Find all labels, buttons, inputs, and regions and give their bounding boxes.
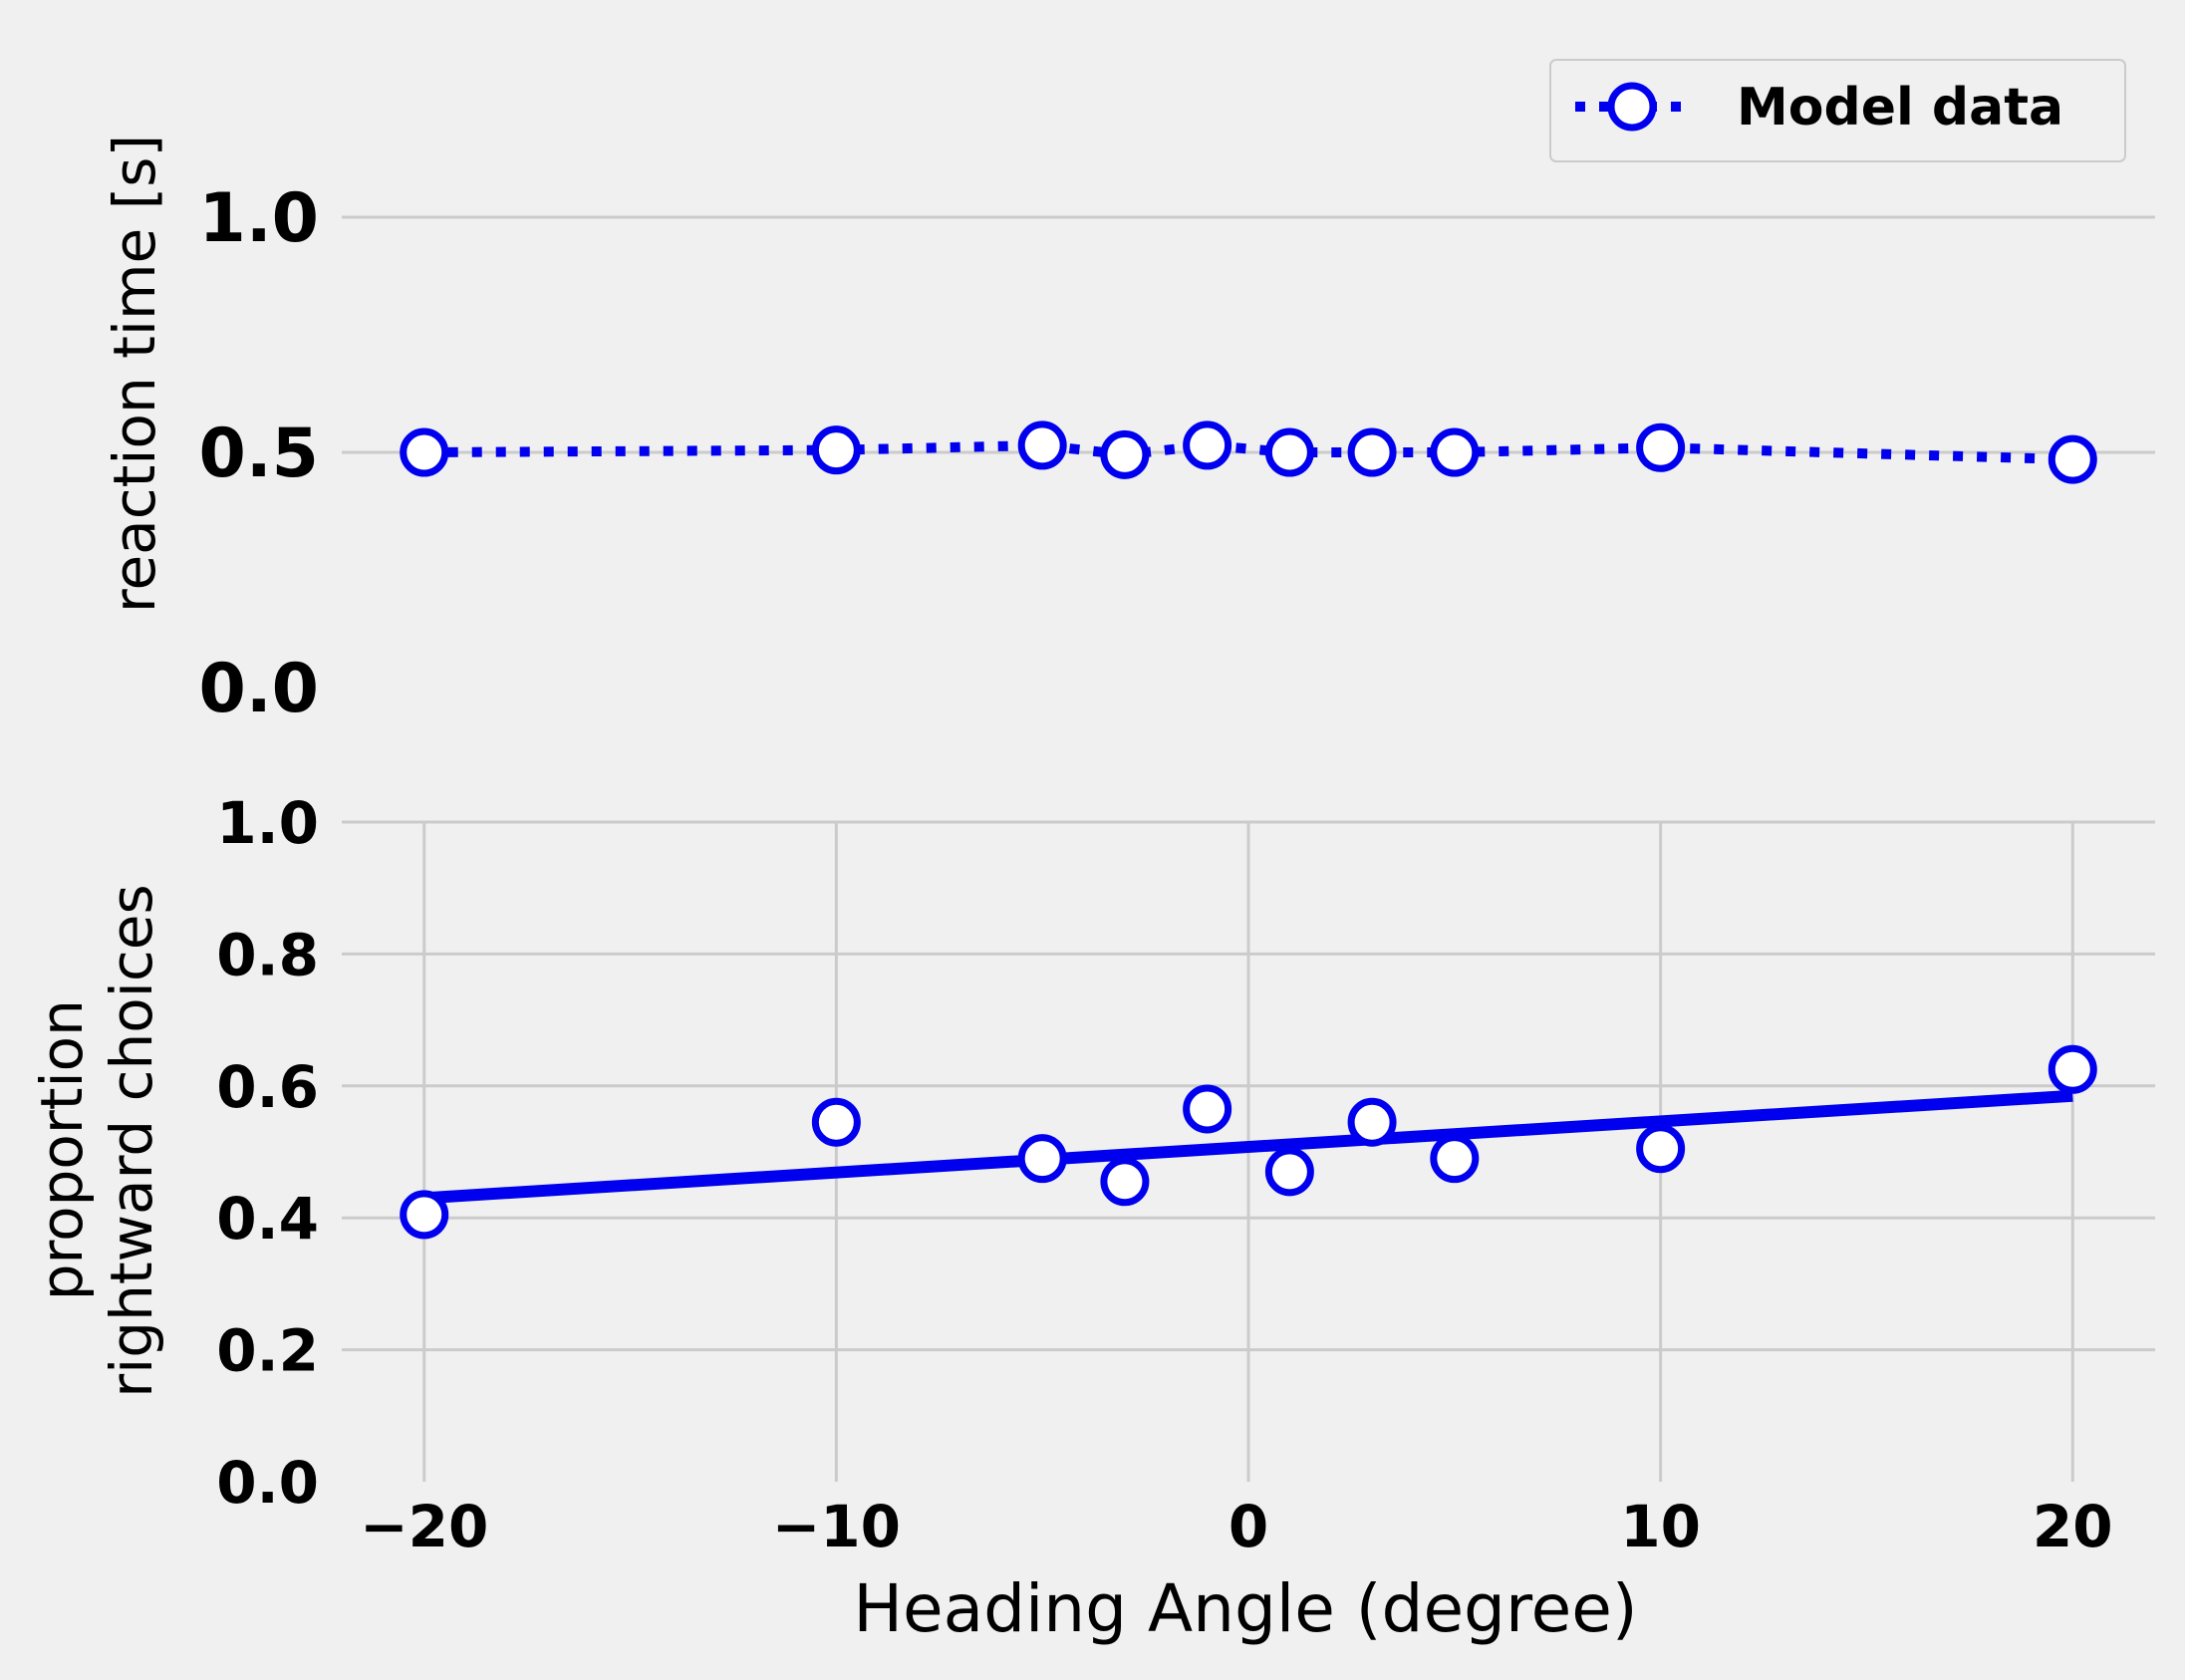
bottom-y-tick-label: 0.8: [216, 921, 319, 988]
top-y-tick-label: 0.0: [199, 650, 319, 728]
bottom-y-tick-label: 0.4: [216, 1185, 319, 1253]
reaction-time-points: [400, 420, 2097, 484]
top-y-tick-label: 1.0: [199, 179, 319, 258]
legend: Model data: [1549, 59, 2126, 162]
bottom-y-tick-label: 0.6: [216, 1053, 319, 1121]
bottom-y-tick-label: 0.0: [216, 1449, 319, 1517]
bottom-grid: [342, 820, 2155, 1482]
legend-marker: [1607, 82, 1657, 132]
reaction-time-point: [1100, 429, 1150, 479]
rightward-choice-point: [2048, 1044, 2097, 1094]
x-tick-label: 10: [1620, 1493, 1701, 1560]
bottom-y-axis-label-line-2: rightward choices: [98, 884, 165, 1397]
rightward-choice-point: [1347, 1097, 1397, 1147]
legend-box: [1549, 59, 2126, 162]
rightward-choice-point: [1100, 1157, 1150, 1207]
reaction-time-point: [1264, 427, 1314, 477]
rightward-choice-point: [1183, 1084, 1232, 1134]
rightward-choice-point: [1264, 1147, 1314, 1197]
reaction-time-point: [1017, 420, 1067, 470]
bottom-y-tick-labels: 0.0 0.2 0.4 0.6 0.8 1.0: [216, 789, 319, 1517]
x-tick-label: 20: [2033, 1493, 2113, 1560]
rightward-choice-point: [1636, 1124, 1686, 1174]
bottom-y-axis-label-line-1: proportion: [28, 999, 96, 1300]
top-y-tick-label: 0.5: [199, 415, 319, 493]
reaction-time-point: [400, 427, 449, 477]
reaction-time-point: [1347, 427, 1397, 477]
rightward-choice-point: [400, 1190, 449, 1240]
reaction-time-point: [1430, 427, 1480, 477]
x-tick-label: −20: [360, 1493, 488, 1560]
rightward-choices-panel: 0.0 0.2 0.4 0.6 0.8 1.0 −20 −10 0 10 20 proportio…: [28, 789, 2155, 1647]
legend-label: Model data: [1737, 78, 2063, 138]
reaction-time-point: [1636, 422, 1686, 472]
top-y-tick-labels: 0.0 0.5 1.0: [199, 179, 319, 728]
rightward-choice-points: [400, 1044, 2097, 1240]
x-tick-label: 0: [1229, 1493, 1268, 1560]
reaction-time-panel: 0.0 0.5 1.0 reaction time [s] Model data: [101, 59, 2155, 728]
bottom-y-axis-label: proportion rightward choices: [28, 884, 165, 1397]
bottom-x-tick-labels: −20 −10 0 10 20: [360, 1493, 2113, 1560]
x-axis-label: Heading Angle (degree): [853, 1570, 1637, 1647]
bottom-y-tick-label: 0.2: [216, 1317, 319, 1385]
rightward-choice-point: [1017, 1134, 1067, 1184]
fit-line: [423, 1089, 2073, 1205]
x-tick-label: −10: [772, 1493, 901, 1560]
bottom-y-tick-label: 1.0: [216, 789, 319, 857]
top-y-axis-label: reaction time [s]: [101, 135, 168, 613]
reaction-time-point: [1183, 420, 1232, 470]
reaction-time-point: [811, 425, 861, 475]
rightward-choice-point: [1430, 1134, 1480, 1184]
reaction-time-point: [2048, 434, 2097, 484]
rightward-choice-point: [811, 1097, 861, 1147]
